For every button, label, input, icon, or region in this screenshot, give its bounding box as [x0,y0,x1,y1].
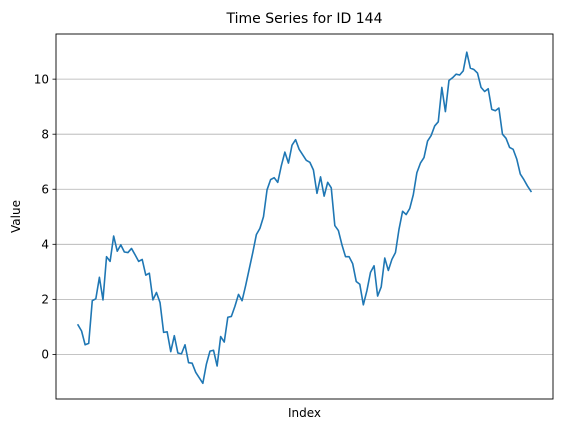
series-layer [76,51,533,385]
chart-title: Time Series for ID 144 [226,11,383,27]
plot-area-frame [55,33,554,400]
y-tick-label: 8 [41,127,49,141]
y-axis-label: Value [9,200,23,233]
y-tick-label: 6 [41,183,49,197]
x-axis-label: Index [288,406,321,420]
y-tick-label: 0 [41,348,49,362]
grid-lines [56,78,553,355]
y-tick-label: 10 [34,72,49,86]
y-axis-ticks: 0 2 4 6 8 10 [34,72,56,362]
y-tick-label: 2 [41,293,49,307]
y-tick-label: 4 [41,238,49,252]
series-line [76,51,533,385]
